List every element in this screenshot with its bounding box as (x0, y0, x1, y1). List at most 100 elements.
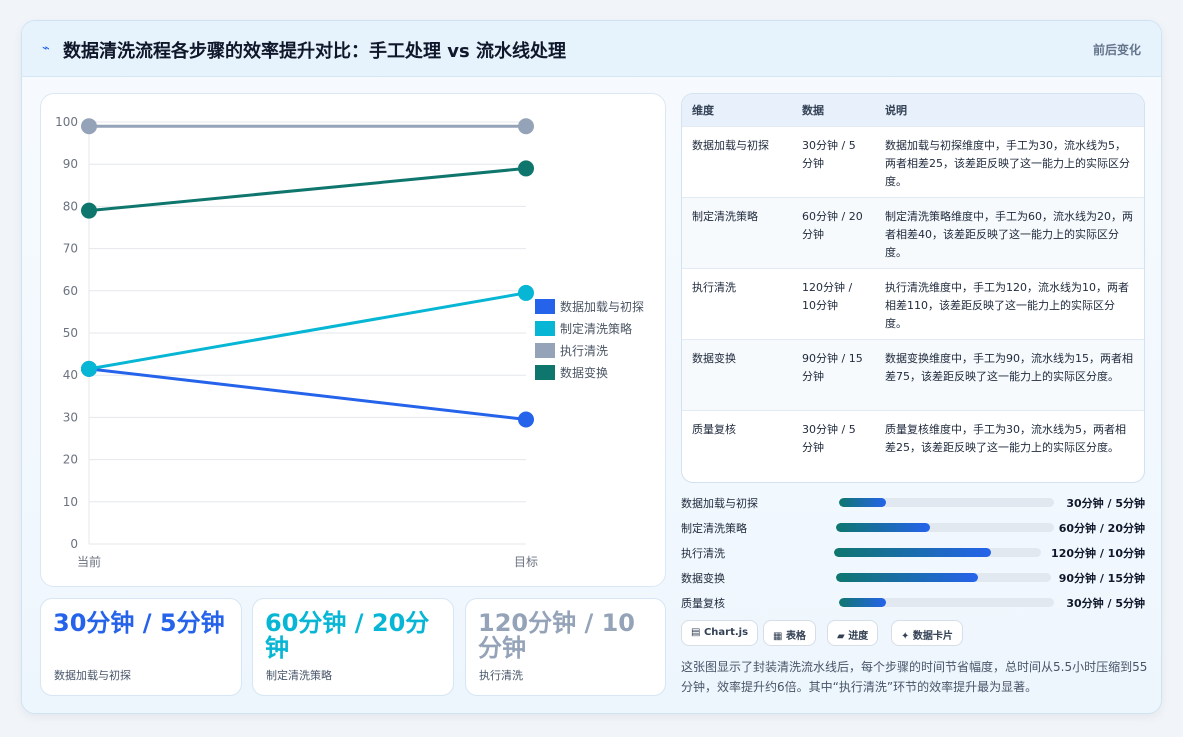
chip-table[interactable]: ▦ 表格 (763, 620, 816, 646)
progress-row: 执行清洗 120分钟 / 10分钟 (681, 543, 1145, 561)
x-tick-label: 当前 (77, 554, 101, 569)
table-cell: 质量复核维度中，手工为30，流水线为5，两者相差25，该差距反映了这一能力上的实… (875, 409, 1144, 481)
progress-fill (834, 548, 992, 557)
progress-value: 120分钟 / 10分钟 (1051, 547, 1145, 560)
legend-swatch (535, 343, 555, 358)
y-tick-label: 100 (55, 115, 78, 129)
table-row: 制定清洗策略 60分钟 / 20分钟 制定清洗策略维度中，手工为60，流水线为2… (682, 196, 1144, 268)
chip-progress[interactable]: ▰ 进度 (827, 620, 879, 646)
table-row: 数据加载与初探 30分钟 / 5分钟 数据加载与初探维度中，手工为30，流水线为… (682, 125, 1144, 197)
table-row: 数据变换 90分钟 / 15分钟 数据变换维度中，手工为90，流水线为15，两者… (682, 338, 1144, 410)
data-point (518, 284, 534, 301)
stat-card-3: 120分钟 / 10分钟 执行清洗 (465, 598, 666, 696)
table-cell: 制定清洗策略 (682, 196, 792, 268)
progress-fill (839, 498, 887, 507)
table-cell: 数据变换 (682, 338, 792, 410)
legend-swatch (535, 365, 555, 380)
progress-value: 90分钟 / 15分钟 (1058, 572, 1145, 585)
table-cell: 质量复核 (682, 409, 792, 481)
legend-label: 数据变换 (560, 365, 608, 380)
progress-track (836, 523, 1054, 532)
y-tick-label: 50 (63, 326, 78, 340)
stat-card-2: 60分钟 / 20分钟 制定清洗策略 (252, 598, 454, 696)
progress-track (836, 573, 1051, 582)
header: ⌁ 数据清洗流程各步骤的效率提升对比：手工处理 vs 流水线处理 前后变化 (22, 21, 1161, 77)
table-cell: 制定清洗策略维度中，手工为60，流水线为20，两者相差40，该差距反映了这一能力… (875, 196, 1144, 268)
line-chart: 0 10 20 30 40 50 60 70 80 90 100 当前 目标 数据加载与初探制定清洗策略执… (55, 115, 644, 569)
progress-track (834, 548, 1041, 557)
table-header-cell: 数据 (792, 94, 875, 126)
stat-value: 30分钟 / 5分钟 (53, 609, 225, 637)
progress-row: 数据变换 90分钟 / 15分钟 (681, 568, 1145, 586)
table-cell: 数据变换维度中，手工为90，流水线为15，两者相差75，该差距反映了这一能力上的… (875, 338, 1144, 410)
stat-label: 数据加载与初探 (54, 669, 131, 682)
stat-value: 120分钟 / 10分钟 (478, 609, 635, 662)
table-row: 质量复核 30分钟 / 5分钟 质量复核维度中，手工为30，流水线为5，两者相差… (682, 409, 1144, 481)
progress-fill (836, 523, 930, 532)
y-tick-label: 0 (70, 537, 78, 551)
chip-label: 表格 (785, 631, 806, 642)
table-cell: 120分钟 / 10分钟 (792, 267, 875, 339)
y-tick-label: 90 (63, 157, 78, 171)
data-table: 维度 数据 说明 数据加载与初探 30分钟 / 5分钟 数据加载与初探维度中，手… (681, 93, 1145, 483)
table-row: 执行清洗 120分钟 / 10分钟 执行清洗维度中，手工为120，流水线为10，… (682, 267, 1144, 339)
table-cell: 30分钟 / 5分钟 (792, 409, 875, 481)
y-tick-label: 70 (63, 242, 78, 256)
progress-value: 60分钟 / 20分钟 (1058, 522, 1145, 535)
progress-value: 30分钟 / 5分钟 (1066, 497, 1145, 510)
table-cell: 执行清洗 (682, 267, 792, 339)
y-tick-label: 40 (63, 368, 78, 382)
progress-row: 制定清洗策略 60分钟 / 20分钟 (681, 518, 1145, 536)
legend-label: 制定清洗策略 (560, 321, 632, 336)
legend-label: 执行清洗 (560, 344, 608, 358)
y-tick-label: 30 (63, 410, 78, 424)
stat-value: 60分钟 / 20分钟 (265, 609, 430, 662)
progress-value: 30分钟 / 5分钟 (1066, 597, 1145, 610)
table-header-cell: 说明 (875, 94, 1144, 126)
legend-swatch (535, 299, 555, 314)
lightning-icon: ⌁ (42, 41, 50, 56)
data-point (81, 360, 97, 377)
table-icon: ▦ (773, 631, 783, 642)
table-cell: 数据加载与初探维度中，手工为30，流水线为5，两者相差25，该差距反映了这一能力… (875, 125, 1144, 197)
table-cell: 执行清洗维度中，手工为120，流水线为10，两者相差110，该差距反映了这一能力… (875, 267, 1144, 339)
y-tick-label: 80 (63, 199, 78, 213)
progress-label: 执行清洗 (681, 547, 725, 560)
x-tick-label: 目标 (514, 555, 538, 569)
chip-data-card[interactable]: ✦ 数据卡片 (891, 620, 963, 646)
progress-label: 制定清洗策略 (681, 522, 747, 535)
progress-row: 质量复核 30分钟 / 5分钟 (681, 593, 1145, 611)
series-line (88, 166, 527, 213)
stat-card-1: 30分钟 / 5分钟 数据加载与初探 (40, 598, 242, 696)
chip-chartjs[interactable]: ▤ Chart.js (681, 620, 759, 646)
table-cell: 30分钟 / 5分钟 (792, 125, 875, 197)
chip-label: 数据卡片 (912, 631, 953, 642)
progress-fill (839, 598, 887, 607)
status-badge: 前后变化 (1092, 43, 1141, 57)
table-header-cell: 维度 (682, 94, 792, 126)
y-tick-label: 60 (63, 284, 78, 298)
stat-label: 执行清洗 (479, 669, 523, 682)
table-cell: 90分钟 / 15分钟 (792, 338, 875, 410)
data-point (81, 118, 97, 135)
line-chart-panel: 0 10 20 30 40 50 60 70 80 90 100 当前 目标 数据加载与初探 制定清洗策略执… (40, 93, 666, 587)
progress-track (839, 498, 1054, 507)
data-point (81, 202, 97, 219)
progress-label: 质量复核 (681, 597, 725, 610)
legend-label: 数据加载与初探 (560, 299, 644, 314)
progress-fill (836, 573, 978, 582)
page-title: 数据清洗流程各步骤的效率提升对比：手工处理 vs 流水线处理 (63, 41, 566, 62)
y-tick-label: 10 (63, 495, 78, 509)
chip-label: Chart.js (703, 627, 749, 638)
progress-row: 数据加载与初探 30分钟 / 5分钟 (681, 493, 1145, 511)
summary-note: 这张图显示了封装清洗流水线后，每个步骤的时间节省幅度，总时间从5.5小时压缩到5… (681, 660, 1148, 694)
series-line (88, 291, 527, 371)
data-point (518, 411, 534, 428)
stat-label: 制定清洗策略 (266, 669, 332, 682)
data-point (518, 118, 534, 135)
progress-icon: ▰ (837, 631, 845, 642)
sparkle-icon: ✦ (901, 631, 910, 642)
series-line (88, 367, 527, 422)
dashboard-card: ⌁ 数据清洗流程各步骤的效率提升对比：手工处理 vs 流水线处理 前后变化 0 1… (21, 20, 1162, 714)
table-header-row: 维度 数据 说明 (682, 94, 1144, 126)
